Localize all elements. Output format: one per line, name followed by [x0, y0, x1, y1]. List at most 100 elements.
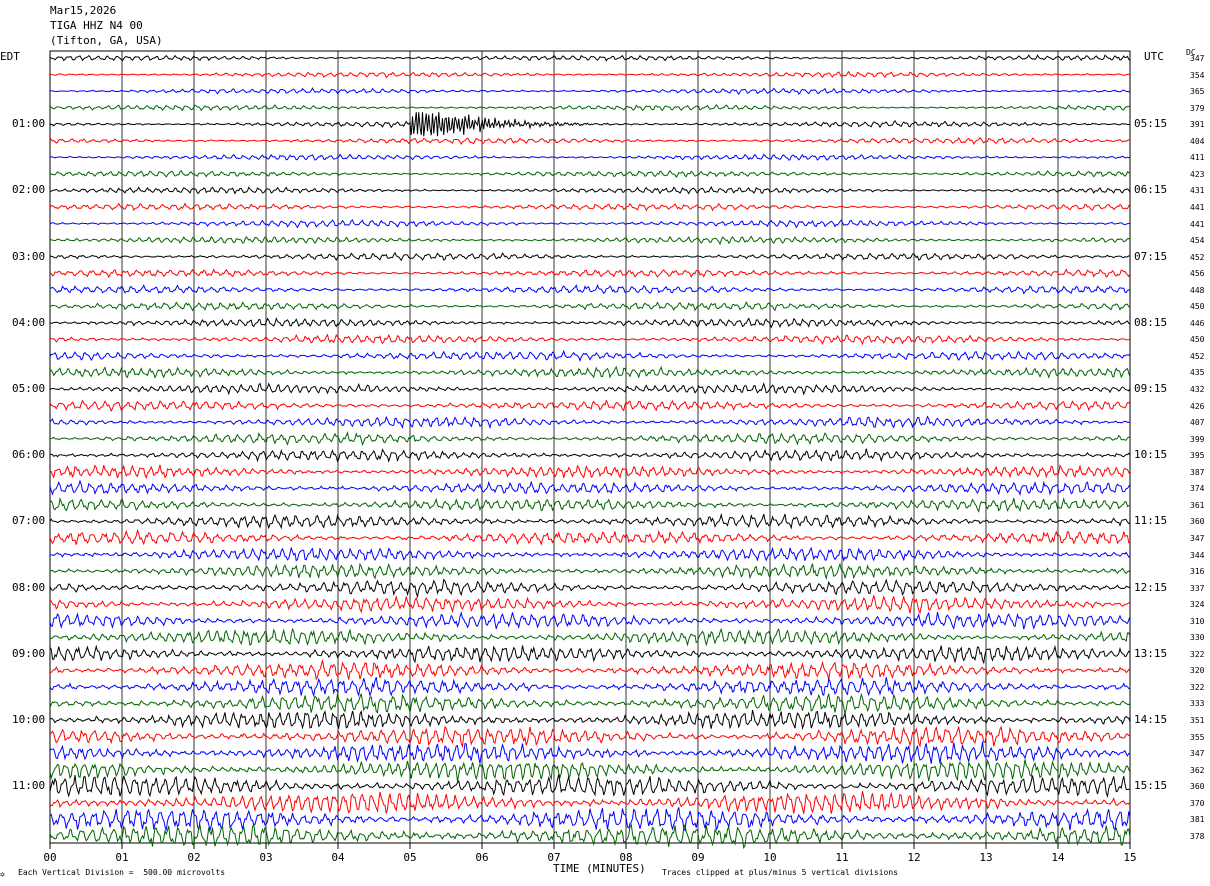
trace-line [49, 611, 1131, 630]
x-tick-label: 14 [1051, 851, 1065, 864]
dc-offset-label: 399 [1190, 434, 1205, 444]
left-hour-label: 02:00 [12, 183, 46, 197]
dc-offset-label: 354 [1190, 70, 1205, 80]
header-location: (Tifton, GA, USA) [50, 34, 163, 47]
right-timezone-label: UTC [1144, 50, 1164, 63]
x-tick-label: 08 [619, 851, 632, 864]
left-hour-label: 07:00 [12, 514, 46, 528]
trace-line [49, 774, 1131, 799]
dc-offset-label: 365 [1190, 87, 1205, 97]
left-hour-label: 08:00 [12, 580, 46, 594]
trace-line [49, 791, 1131, 814]
trace-line [49, 578, 1131, 599]
trace-line [49, 283, 1131, 295]
trace-line [49, 365, 1131, 379]
dc-offset-label: 344 [1190, 550, 1205, 560]
trace-line [49, 136, 1131, 145]
trace-line [49, 104, 1131, 112]
dc-offset-label: 316 [1190, 567, 1205, 577]
x-tick-label: 05 [403, 851, 416, 864]
trace-line [49, 112, 1131, 137]
trace-line [49, 153, 1131, 161]
dc-offset-label: 360 [1190, 517, 1205, 527]
left-hour-label: 04:00 [12, 315, 46, 329]
trace-line [49, 268, 1131, 279]
x-axis-ticks: 00 01 02 03 04 05 06 07 08 09 10 11 12 13 14 15 [43, 843, 1137, 864]
x-axis-label: TIME (MINUTES) [553, 862, 646, 875]
trace-line [49, 497, 1131, 513]
trace-line [49, 448, 1131, 463]
x-tick-label: 13 [979, 851, 992, 864]
dc-offset-label: 456 [1190, 269, 1205, 279]
header-station: TIGA HHZ N4 00 [50, 19, 143, 32]
left-hour-label: 01:00 [12, 117, 46, 131]
trace-line [49, 644, 1131, 665]
trace-line [49, 528, 1131, 546]
trace-line [49, 235, 1131, 246]
x-tick-label: 02 [187, 851, 200, 864]
dc-offset-label: 330 [1190, 633, 1205, 643]
dc-offset-label: 351 [1190, 716, 1205, 725]
dc-offset-label: 361 [1190, 500, 1205, 510]
dc-offset-label: 446 [1190, 318, 1205, 328]
trace-line [49, 70, 1131, 79]
dc-offset-label: 450 [1190, 302, 1205, 312]
trace-line [49, 382, 1131, 396]
dc-offset-label: 310 [1190, 616, 1205, 626]
dc-offset-label: 370 [1190, 798, 1205, 808]
trace-line [49, 415, 1131, 430]
dc-offset-label: 431 [1190, 186, 1205, 196]
dc-offset-label: 355 [1190, 732, 1205, 742]
right-hour-label: 13:15 [1134, 646, 1168, 660]
x-tick-label: 12 [907, 851, 920, 864]
trace-line [49, 822, 1131, 850]
x-tick-label: 04 [331, 851, 345, 864]
right-hour-label: 05:15 [1134, 117, 1168, 131]
trace-line [49, 758, 1131, 782]
dc-offset-label: 435 [1190, 368, 1205, 378]
dc-offset-label: 395 [1190, 451, 1205, 461]
footer-mark: ✡ [0, 870, 5, 879]
x-tick-label: 00 [43, 851, 56, 864]
trace-line [49, 464, 1131, 480]
x-tick-label: 07 [547, 851, 560, 864]
trace-line [49, 399, 1131, 413]
trace-line [49, 692, 1131, 715]
x-tick-label: 11 [835, 851, 848, 864]
right-hour-label: 12:15 [1134, 580, 1168, 594]
dc-offset-label: 452 [1190, 252, 1205, 262]
trace-line [49, 546, 1131, 562]
right-hour-label: 15:15 [1134, 779, 1168, 793]
dc-offset-label: 391 [1190, 120, 1205, 130]
dc-offset-label: 337 [1190, 583, 1205, 593]
trace-line [49, 677, 1131, 698]
header-date: Mar15,2026 [50, 4, 117, 17]
dc-offset-label: 407 [1190, 418, 1205, 428]
right-hour-label: 09:15 [1134, 382, 1168, 395]
x-tick-label: 01 [115, 851, 128, 864]
dc-offset-label: 387 [1190, 467, 1205, 477]
right-hour-label: 07:15 [1134, 249, 1168, 263]
dc-offset-label: 441 [1190, 219, 1205, 229]
dc-offset-label: 320 [1190, 666, 1205, 676]
left-hour-label: 10:00 [12, 713, 46, 726]
dc-offset-label: 452 [1190, 351, 1205, 361]
dc-offset-label: 333 [1190, 699, 1205, 709]
trace-line [49, 202, 1131, 212]
trace-line [49, 300, 1131, 312]
x-tick-label: 03 [259, 851, 272, 864]
plot-frame [49, 50, 1131, 844]
left-hour-label: 06:00 [12, 448, 46, 462]
dc-offset-label: 450 [1190, 335, 1205, 345]
dc-offset-label: 404 [1190, 136, 1205, 146]
dc-header: DC [1186, 48, 1196, 57]
trace-line [49, 169, 1131, 178]
right-hour-label: 06:15 [1134, 183, 1168, 197]
trace-line [49, 725, 1131, 749]
footer-clip-note: Traces clipped at plus/minus 5 vertical … [662, 868, 899, 877]
trace-line [49, 185, 1131, 195]
dc-offset-label: 360 [1190, 782, 1205, 792]
right-hour-label: 10:15 [1134, 448, 1168, 462]
dc-offset-label: 374 [1190, 484, 1205, 494]
dc-offset-label: 378 [1190, 831, 1205, 841]
